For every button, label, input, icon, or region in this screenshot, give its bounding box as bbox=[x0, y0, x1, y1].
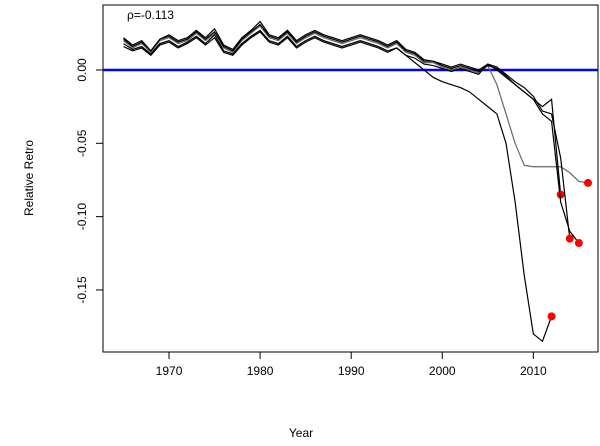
x-tick-label: 1970 bbox=[156, 364, 183, 378]
y-tick-label: 0.00 bbox=[75, 58, 89, 82]
x-axis-label: Year bbox=[289, 426, 313, 440]
x-tick-label: 2010 bbox=[520, 364, 547, 378]
terminal-point bbox=[574, 239, 583, 248]
x-tick-label: 1990 bbox=[338, 364, 365, 378]
terminal-point bbox=[556, 190, 565, 199]
y-tick-label: -0.15 bbox=[75, 276, 89, 304]
series-line bbox=[123, 31, 571, 239]
x-tick-label: 1980 bbox=[247, 364, 274, 378]
series-line bbox=[123, 25, 589, 184]
plot-frame bbox=[102, 4, 599, 353]
x-tick-label: 2000 bbox=[429, 364, 456, 378]
annotation: ρ=-0.113 bbox=[127, 8, 174, 22]
y-tick-label: -0.10 bbox=[75, 203, 89, 231]
series-line bbox=[123, 23, 580, 244]
terminal-point bbox=[547, 312, 556, 321]
terminal-point bbox=[565, 234, 574, 243]
series-line bbox=[123, 29, 553, 343]
y-axis-label: Relative Retro bbox=[22, 140, 36, 216]
y-tick-label: -0.05 bbox=[75, 129, 89, 157]
terminal-point bbox=[583, 178, 592, 187]
